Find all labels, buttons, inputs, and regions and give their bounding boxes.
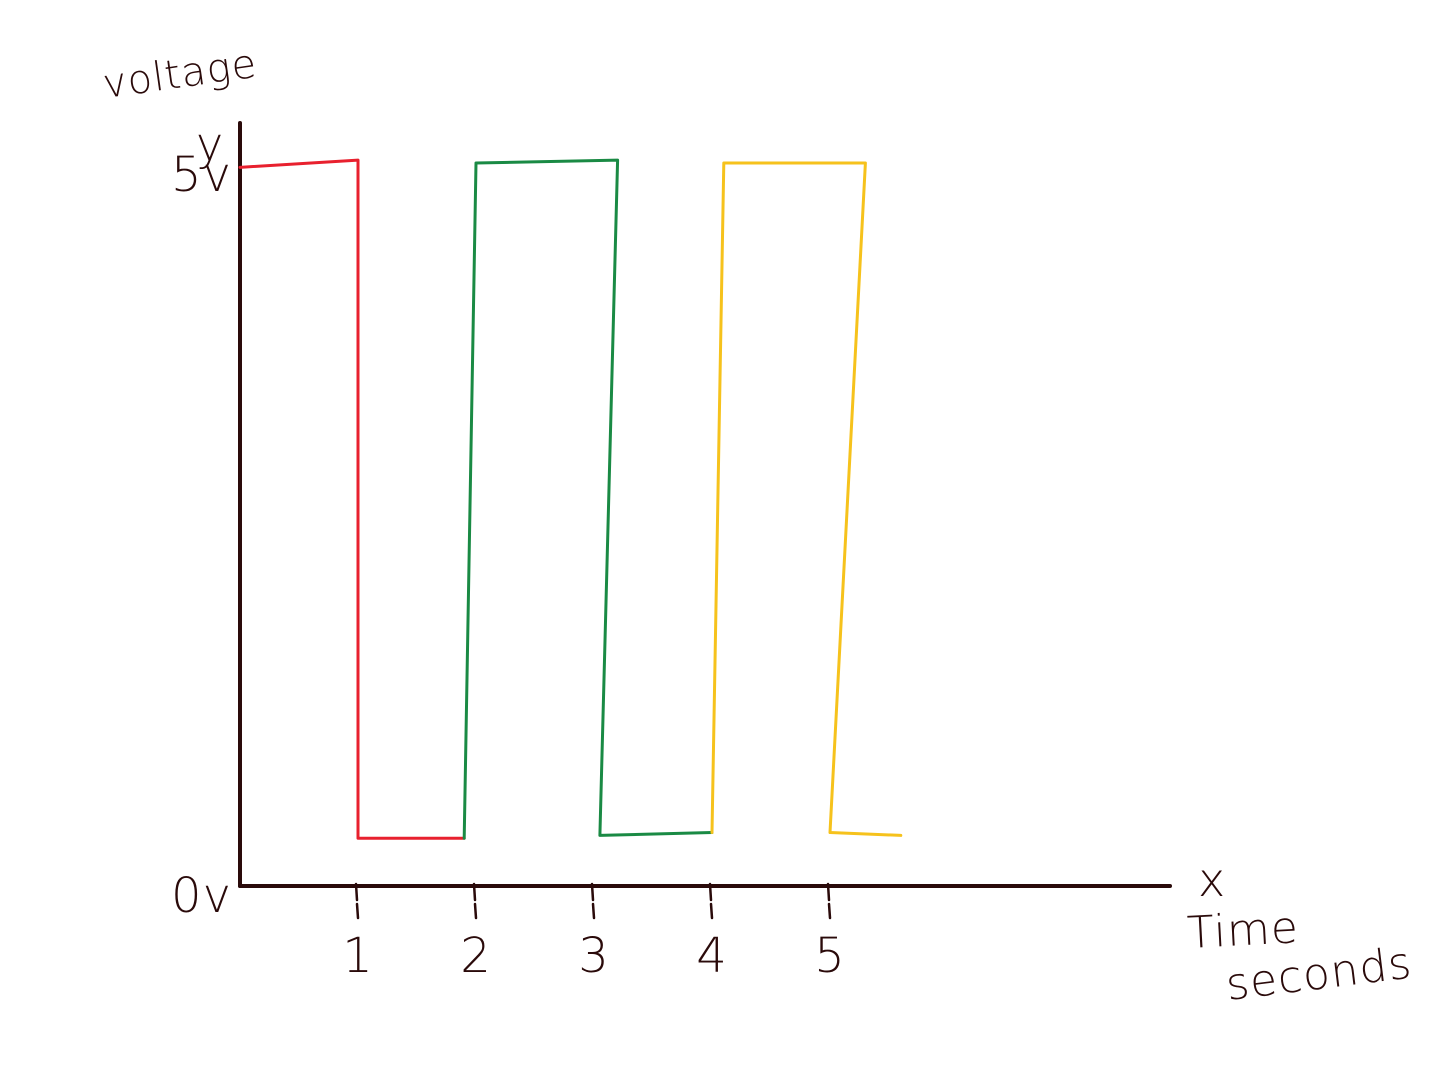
y-tick-label: 0v xyxy=(171,868,232,924)
x-tick-label: 3 xyxy=(578,928,610,984)
x-tick-label: 5 xyxy=(814,928,846,984)
x-tick-label: 2 xyxy=(460,928,492,984)
x-tick-mark xyxy=(708,882,714,920)
x-tick-label: 4 xyxy=(696,928,728,984)
series-line-3 xyxy=(710,161,903,837)
y-axis-title: voltage xyxy=(100,41,260,108)
x-tick-mark xyxy=(826,882,832,920)
y-tick-label: 5v xyxy=(171,147,232,203)
series-group xyxy=(238,158,903,840)
x-tick-mark xyxy=(590,882,596,920)
x-tick-label: 1 xyxy=(342,928,374,984)
tick-group: 1 2 3 4 5 0v 5v xyxy=(171,147,846,984)
y-axis-letter: y xyxy=(196,117,224,171)
x-tick-mark xyxy=(354,882,360,920)
x-axis-letter: x xyxy=(1198,853,1226,907)
x-tick-mark xyxy=(472,882,478,920)
series-line-1 xyxy=(238,158,466,840)
series-line-2 xyxy=(462,158,714,840)
x-axis-title-line1: Time xyxy=(1186,902,1300,959)
